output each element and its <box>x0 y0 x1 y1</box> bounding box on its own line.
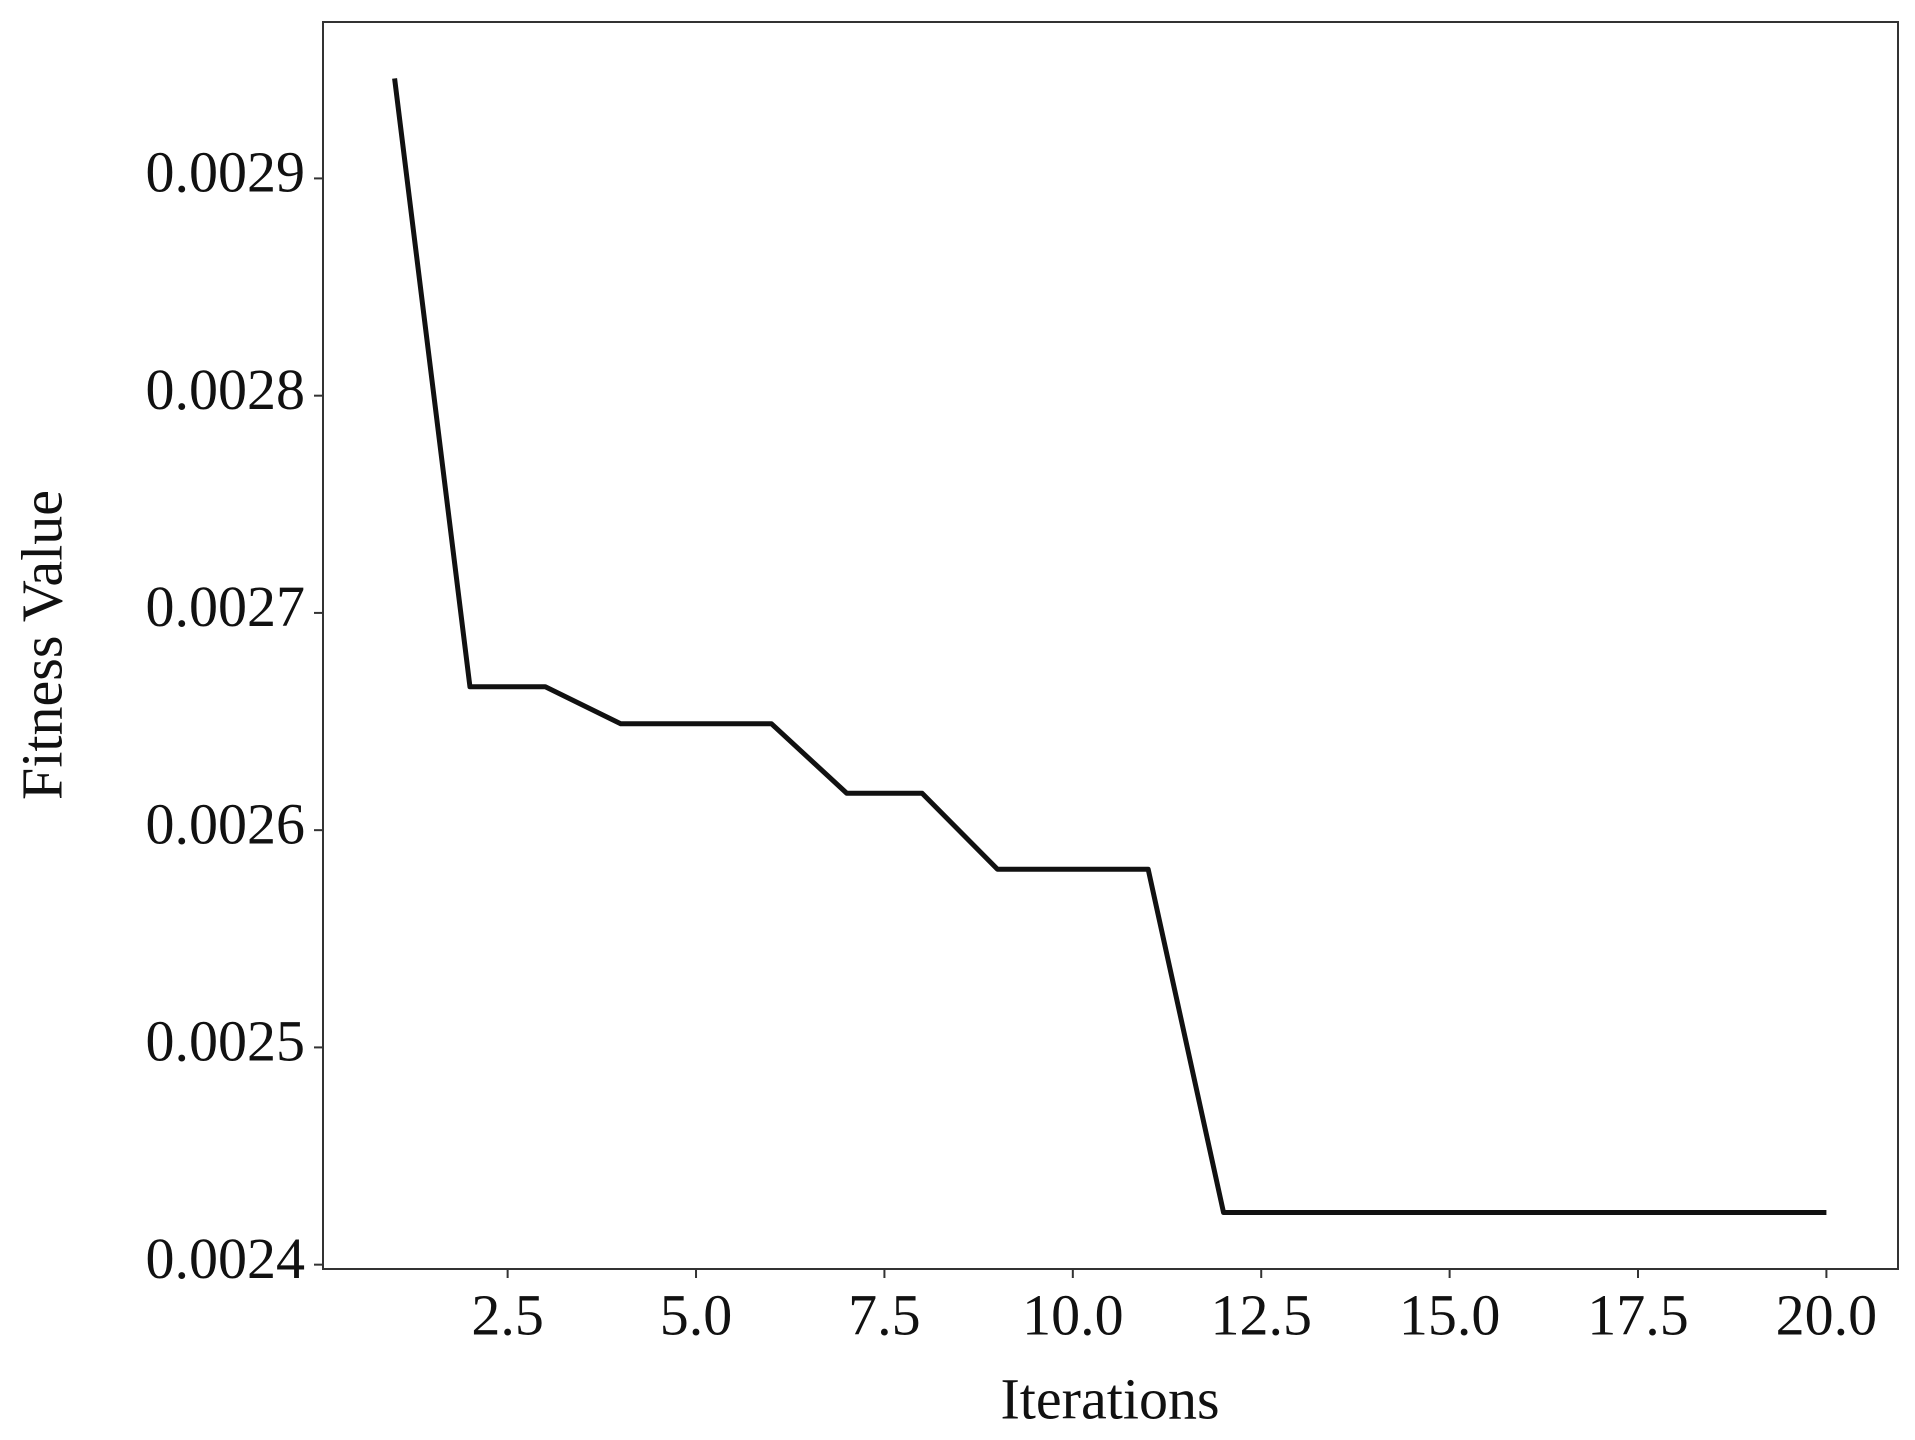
x-tick-label: 15.0 <box>1399 1282 1501 1347</box>
x-tick-label: 20.0 <box>1776 1282 1878 1347</box>
x-tick-label: 10.0 <box>1022 1282 1124 1347</box>
y-tick-label: 0.0025 <box>146 1009 306 1074</box>
y-axis-label: Fitness Value <box>9 490 74 800</box>
x-tick-label: 12.5 <box>1210 1282 1312 1347</box>
y-tick-label: 0.0028 <box>146 357 306 422</box>
x-tick-label: 5.0 <box>660 1282 733 1347</box>
y-tick-label: 0.0024 <box>146 1226 306 1291</box>
x-tick-label: 2.5 <box>471 1282 544 1347</box>
x-tick-label: 17.5 <box>1587 1282 1689 1347</box>
line-series <box>392 78 1827 1216</box>
plot-frame <box>322 21 1899 1270</box>
y-tick-label: 0.0029 <box>146 140 306 205</box>
y-tick-label: 0.0026 <box>146 791 306 856</box>
y-tick-label: 0.0027 <box>146 574 306 639</box>
x-tick-label: 7.5 <box>848 1282 921 1347</box>
x-axis-label: Iterations <box>1000 1366 1219 1431</box>
